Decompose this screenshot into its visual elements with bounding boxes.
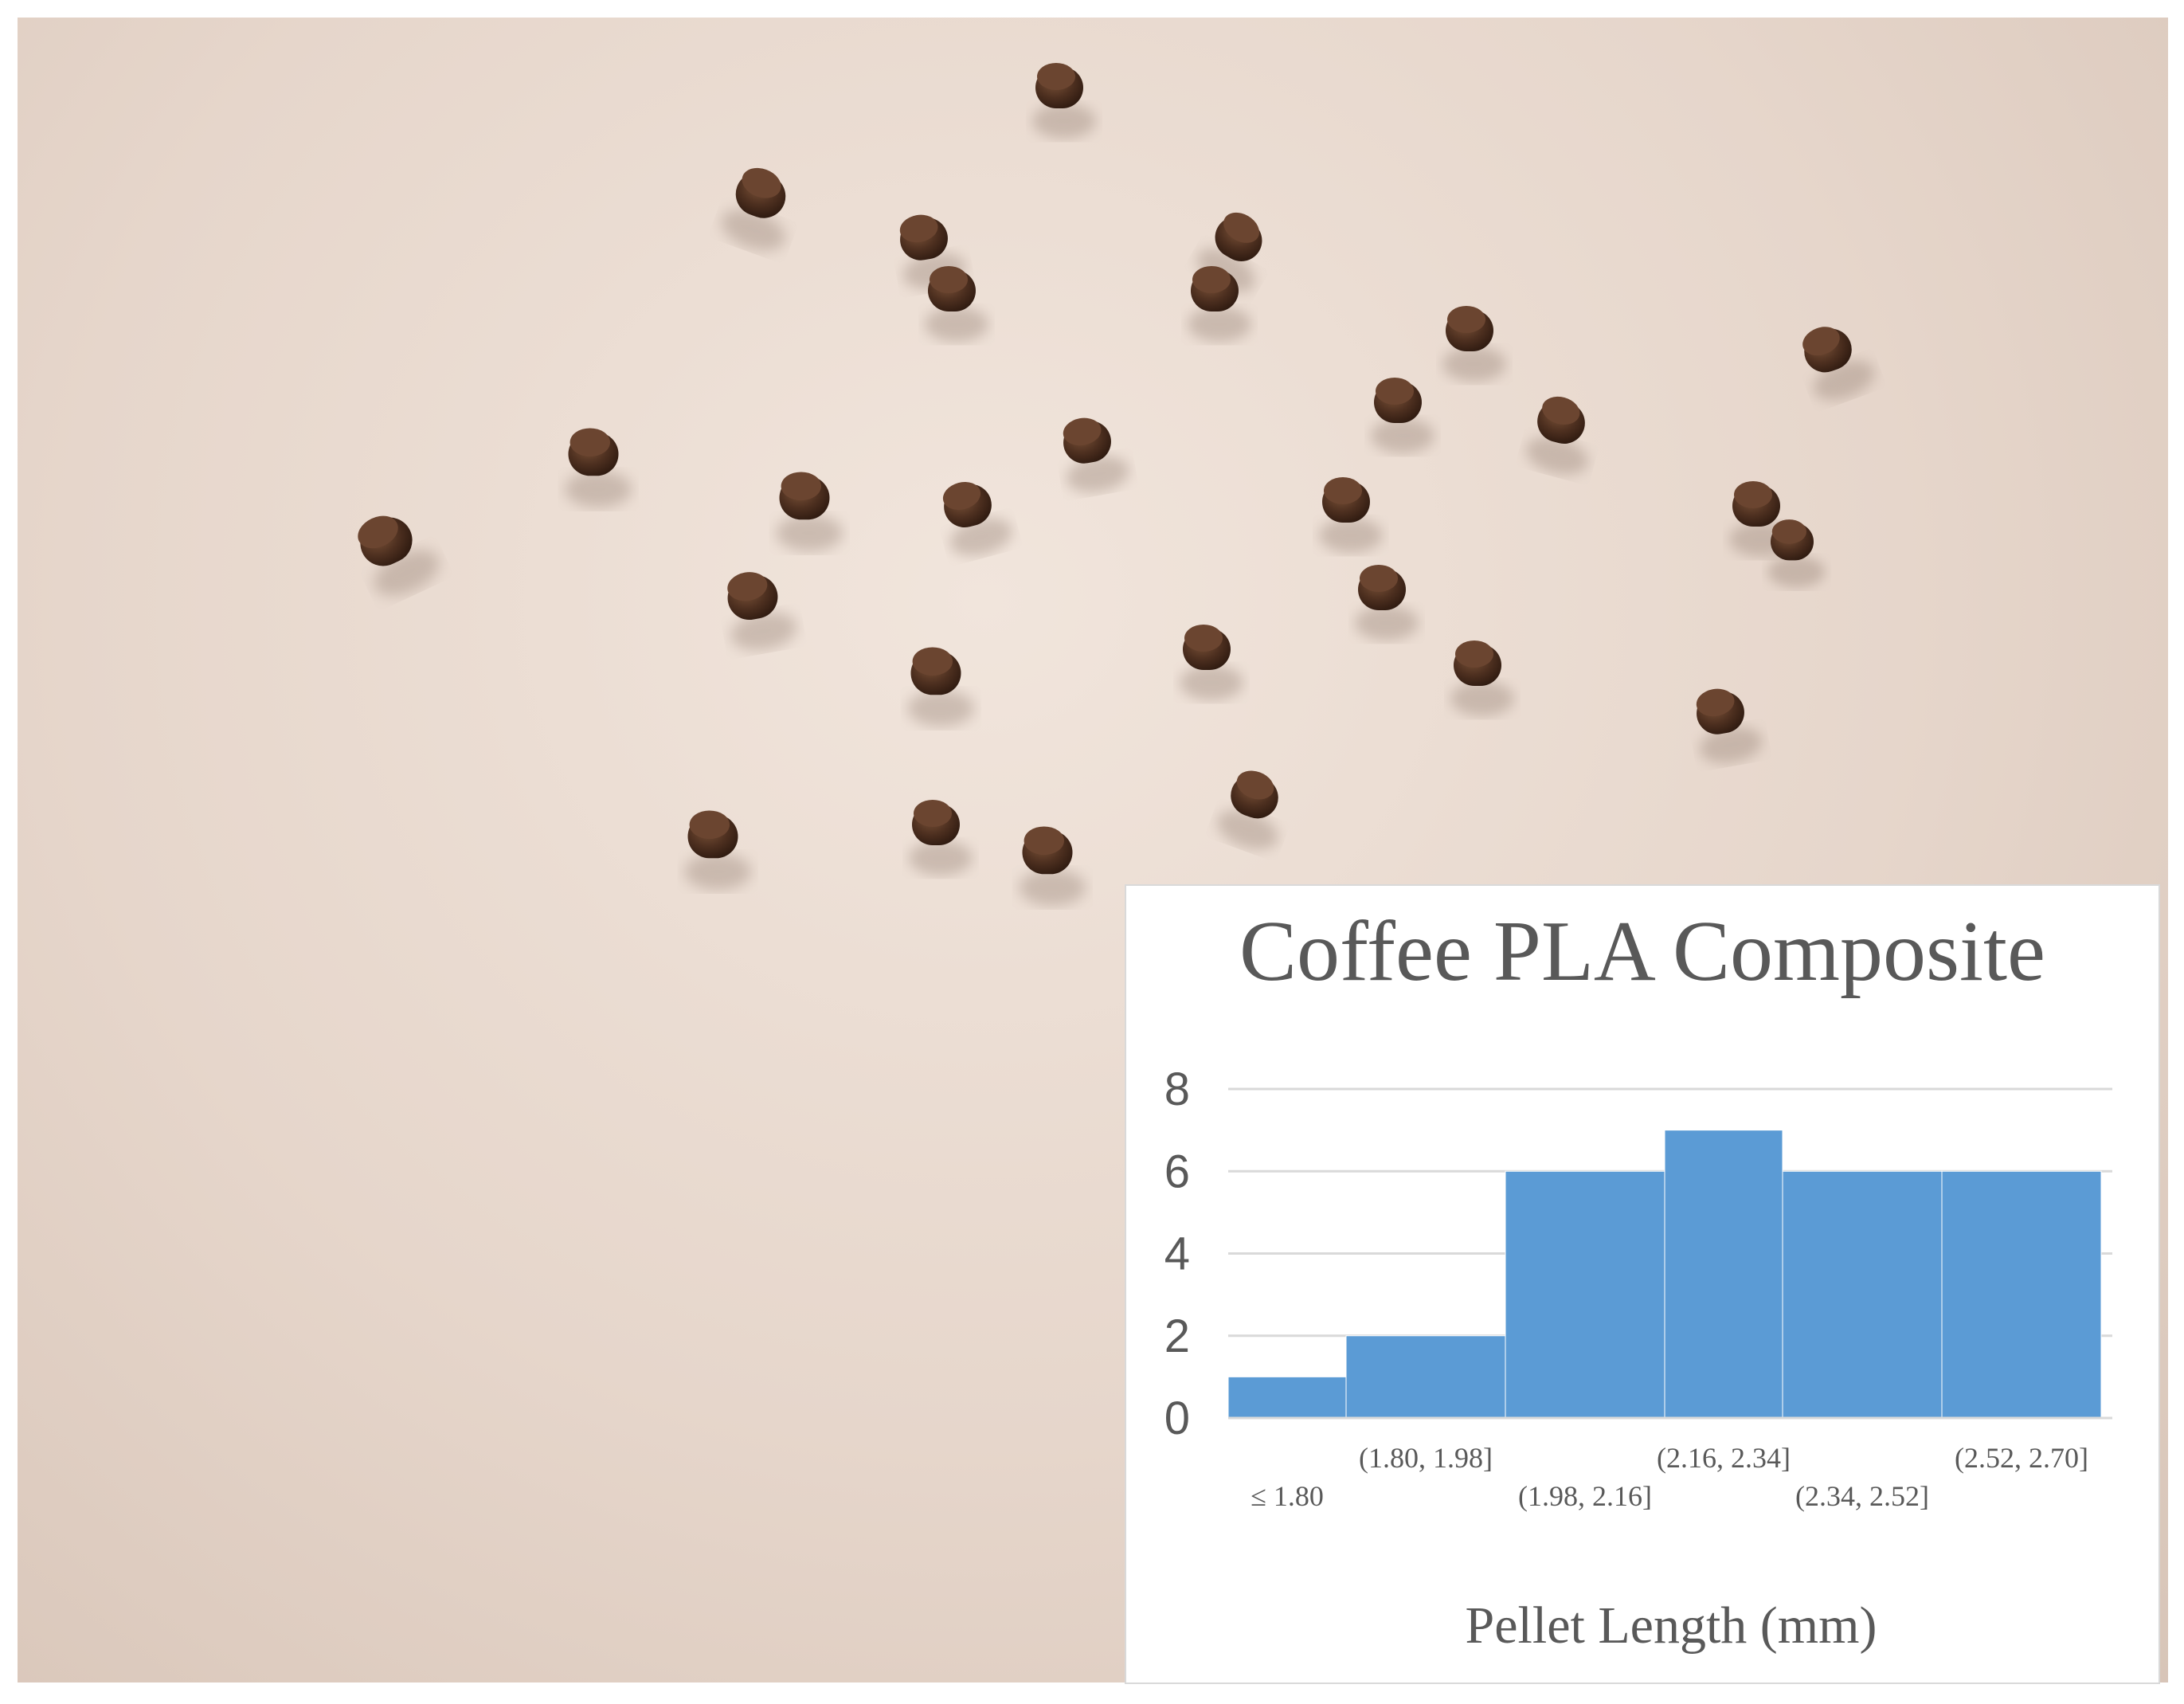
pellet-photo xyxy=(18,18,2168,1682)
histogram-bar xyxy=(1345,1335,1506,1419)
x-axis-label: Pellet Length (mm) xyxy=(1466,1596,1877,1655)
x-tick-label: (2.52, 2.70] xyxy=(1955,1442,2088,1474)
histogram-bar xyxy=(1227,1376,1347,1419)
x-tick-label: ≤ 1.80 xyxy=(1251,1480,1324,1512)
x-axis-ticks: ≤ 1.80 (1.80, 1.98] (1.98, 2.16](2.16, 2.3… xyxy=(1251,1442,2088,1512)
y-tick-label: 4 xyxy=(1164,1228,1190,1280)
pellet xyxy=(1696,688,1763,764)
x-tick-label: (1.98, 2.16] xyxy=(1518,1480,1652,1512)
pellet xyxy=(1188,266,1251,342)
pellet xyxy=(942,481,1012,556)
y-tick-label: 6 xyxy=(1164,1146,1190,1197)
pellet xyxy=(1442,306,1506,382)
x-tick-label: (1.80, 1.98] xyxy=(1359,1442,1493,1474)
pellet xyxy=(1319,477,1383,553)
histogram-bar xyxy=(1505,1170,1665,1419)
pellet xyxy=(1063,417,1129,493)
pellet xyxy=(907,647,975,727)
pellet xyxy=(1450,640,1514,716)
pellet xyxy=(721,167,786,251)
histogram-bar xyxy=(1664,1130,1783,1419)
histogram-chart: Coffee PLA Composite 0 2 4 6 8 ≤ 1.80 (1.80, … xyxy=(1125,884,2160,1684)
pellet xyxy=(1525,396,1588,475)
pellets-layer xyxy=(358,63,1875,907)
pellet xyxy=(684,810,752,891)
pellet xyxy=(1019,826,1086,907)
chart-svg: Coffee PLA Composite 0 2 4 6 8 ≤ 1.80 (1.80, … xyxy=(1164,904,2112,1655)
x-tick-label: (2.34, 2.52] xyxy=(1795,1480,1929,1512)
bars xyxy=(1227,1130,2102,1419)
pellet xyxy=(1355,565,1419,640)
y-tick-label: 8 xyxy=(1164,1064,1190,1115)
x-tick-label: (2.16, 2.34] xyxy=(1657,1442,1791,1474)
pellet xyxy=(1216,770,1278,850)
pellet xyxy=(358,515,440,596)
pellet xyxy=(1767,519,1826,588)
histogram-bar xyxy=(1941,1170,2102,1419)
histogram-bar xyxy=(1782,1170,1943,1419)
pellet xyxy=(727,572,797,651)
pellet xyxy=(925,266,988,342)
pellet xyxy=(1371,378,1434,453)
y-axis-ticks: 0 2 4 6 8 xyxy=(1164,1064,1190,1444)
pellet xyxy=(565,428,632,508)
y-tick-label: 0 xyxy=(1164,1393,1190,1444)
pellet xyxy=(1032,63,1096,139)
pellet xyxy=(1180,625,1243,700)
chart-title: Coffee PLA Composite xyxy=(1239,904,2045,999)
pellet xyxy=(909,800,973,876)
pellet xyxy=(1802,327,1875,401)
pellet xyxy=(776,472,843,552)
y-tick-label: 2 xyxy=(1164,1310,1190,1362)
